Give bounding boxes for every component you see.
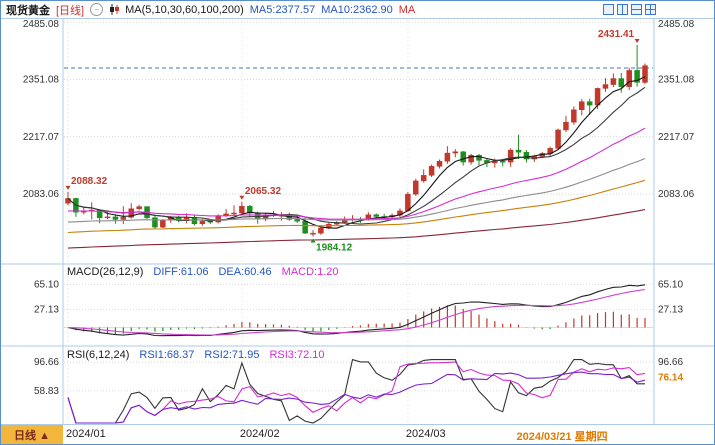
price-annotation: 2431.41 — [598, 29, 635, 40]
layout-split-horizontal-icon[interactable] — [631, 4, 642, 15]
period-tag[interactable]: [日线] — [56, 4, 85, 17]
macd-axis-label-left: 27.13 — [34, 305, 59, 316]
layout-split-vertical-icon[interactable] — [617, 4, 628, 15]
macd-axis-label-right: 65.10 — [658, 279, 683, 290]
rsi2-line — [67, 361, 646, 424]
ma-value-truncated: MA — [398, 3, 416, 16]
ma5-line — [67, 76, 646, 229]
ma10-value: MA10:2362.90 — [321, 3, 393, 16]
rsi-axis-label-left: 58.83 — [34, 386, 59, 397]
chart-options-icon[interactable]: − — [90, 3, 104, 16]
y-axis-label-right: 2083.06 — [658, 189, 695, 200]
rsi-axis-label-left: 96.66 — [34, 357, 59, 368]
annotation-arrow — [65, 185, 71, 190]
price-annotation: 2065.32 — [245, 186, 282, 197]
ma60-line — [67, 157, 646, 223]
y-axis-label-left: 2083.06 — [23, 189, 60, 200]
y-axis-label-right: 2217.07 — [658, 132, 695, 143]
annotation-arrow — [634, 38, 640, 43]
ma200-line — [67, 209, 646, 249]
x-axis-month-label: 2024/02 — [239, 428, 280, 440]
rsi-axis-label-right: 96.66 — [658, 357, 683, 368]
price-annotation: 2088.32 — [71, 176, 108, 187]
x-axis-month-label: 2024/01 — [66, 428, 106, 440]
ma-settings-label[interactable]: MA(5,10,30,60,100,200) — [125, 3, 244, 16]
ma10-line — [67, 86, 646, 225]
y-axis-label-right: 2485.08 — [658, 19, 695, 30]
macd-diff-line — [67, 284, 646, 337]
layout-single-icon[interactable] — [603, 4, 614, 15]
layout-toolbar — [603, 4, 656, 15]
layout-grid-4-icon[interactable] — [645, 4, 656, 15]
annotation-arrow — [239, 195, 245, 200]
price-annotation: 1984.12 — [316, 243, 353, 254]
chart-canvas[interactable]: 2485.08 2485.08 2351.08 2351.08 2217.07 2217.… — [1, 19, 715, 424]
y-axis-label-right: 2351.08 — [658, 74, 695, 85]
macd-dea-line — [67, 288, 646, 336]
rsi1-line — [67, 358, 645, 424]
candlestick-series — [65, 44, 648, 237]
x-axis-current-date-label: 2024/03/21 星期四 — [516, 431, 608, 443]
macd-axis-label-left: 65.10 — [34, 279, 59, 290]
x-axis-bar: 日线 ▲ 2024/01 2024/02 2024/03 2024/03/21 星期四 — [1, 424, 714, 444]
ma30-line — [67, 127, 646, 220]
x-axis-month-label: 2024/03 — [405, 428, 446, 440]
period-selector-button[interactable]: 日线 ▲ — [1, 425, 63, 444]
ma-legend-icon — [109, 4, 120, 15]
annotation-arrow — [310, 238, 316, 243]
chart-header: 现货黄金 [日线] − MA(5,10,30,60,100,200) MA5:2… — [1, 1, 714, 19]
ma5-value: MA5:2377.57 — [249, 3, 316, 16]
macd-axis-label-right: 27.13 — [658, 305, 683, 316]
mini-candles-icon — [110, 4, 120, 15]
y-axis-label-left: 2217.07 — [23, 132, 60, 143]
y-axis-label-left: 2485.08 — [23, 19, 60, 30]
rsi3-line — [67, 371, 646, 424]
ma100-line — [67, 179, 646, 234]
rsi-current-value-label: 76.14 — [658, 373, 683, 384]
y-axis-label-left: 2351.08 — [23, 74, 60, 85]
symbol-name[interactable]: 现货黄金 — [6, 4, 50, 17]
